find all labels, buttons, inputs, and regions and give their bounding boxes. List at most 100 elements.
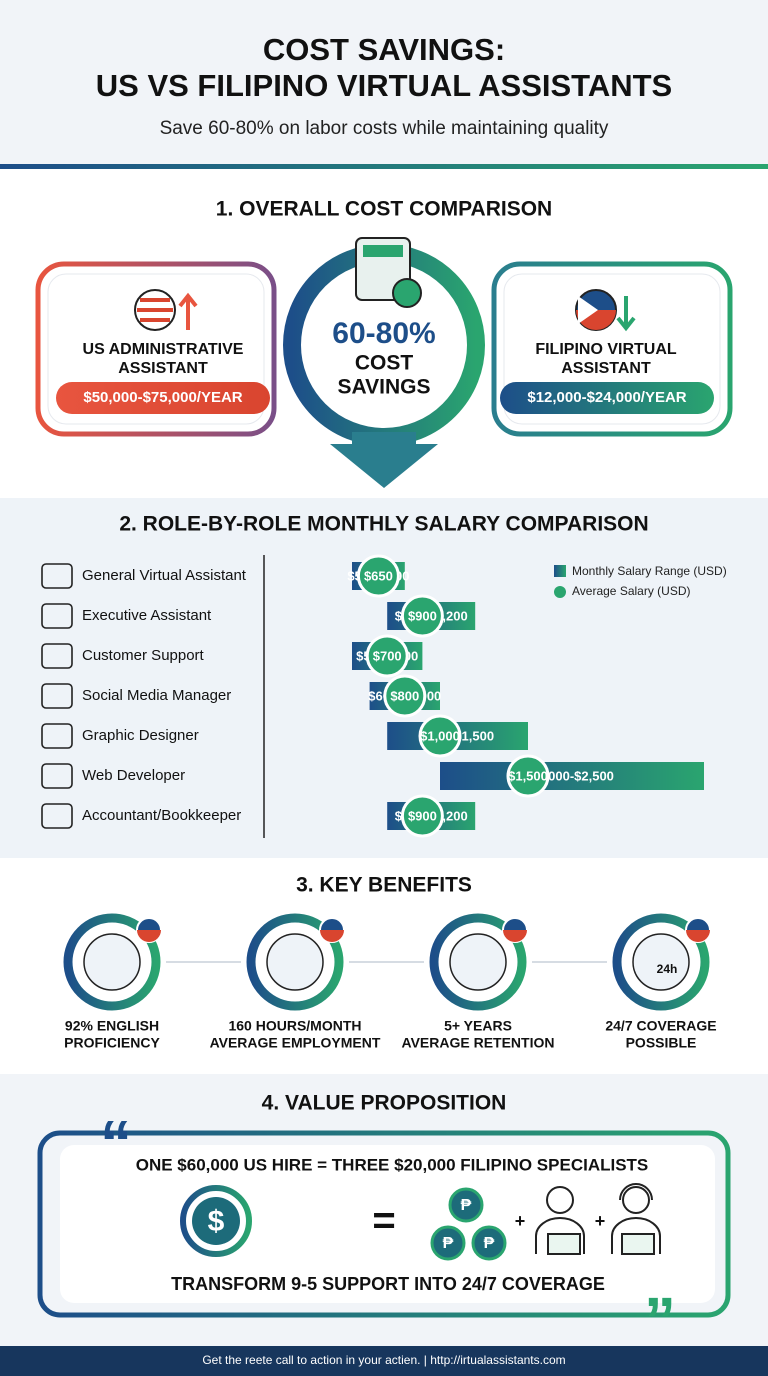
ph-flag-triangle	[578, 296, 598, 324]
ph-label: FILIPINO VIRTUAL	[535, 341, 677, 358]
benefit-icon-bg	[449, 933, 507, 991]
role-label: Customer Support	[82, 647, 205, 664]
average-label: $1,000	[420, 728, 460, 743]
average-marker	[400, 794, 444, 838]
average-label: $900	[408, 808, 437, 823]
legend-swatch	[554, 565, 566, 577]
range-label: $1,000-$2,500	[530, 768, 614, 783]
us-salary-pill	[56, 382, 270, 414]
roles-bg	[0, 498, 768, 858]
plus: +	[515, 1211, 526, 1231]
value-card	[60, 1145, 715, 1303]
down-arrow	[616, 296, 636, 332]
percent-badge	[392, 278, 422, 308]
us-label: US ADMINISTRATIVE	[83, 341, 244, 358]
role-label: Web Developer	[82, 767, 185, 784]
salary-range-bar	[440, 762, 704, 790]
role-label: Social Media Manager	[82, 687, 231, 704]
value-closing: TRANSFORM 9-5 SUPPORT INTO 24/7 COVERAGE	[171, 1274, 605, 1294]
benefit-label: 92% ENGLISH	[65, 1018, 159, 1034]
average-marker	[383, 674, 427, 718]
php-coin	[448, 1187, 484, 1223]
quote-open: “	[100, 1107, 132, 1179]
calculator-screen	[363, 245, 403, 257]
quote-close: ”	[644, 1284, 676, 1356]
usd-symbol: $	[208, 1205, 225, 1238]
benefit-icon-text: 24h	[657, 962, 678, 976]
plus: +	[595, 1211, 606, 1231]
php-coins: ₱ ₱ ₱	[430, 1187, 507, 1261]
average-label: $800	[390, 688, 419, 703]
usd-coin-face	[192, 1197, 240, 1245]
benefit-icon-bg	[266, 933, 324, 991]
php-symbol: ₱	[461, 1197, 472, 1214]
subtitle: Save 60-80% on labor costs while maintai…	[160, 118, 609, 139]
role-label: General Virtual Assistant	[82, 567, 247, 584]
equals: =	[372, 1199, 395, 1243]
flag-badge-red	[686, 930, 710, 942]
title: US VS FILIPINO VIRTUAL ASSISTANTS	[96, 68, 672, 103]
header-bg	[0, 0, 768, 165]
benefit-label: AVERAGE RETENTION	[402, 1035, 555, 1051]
benefit-label: 24/7 COVERAGE	[605, 1018, 716, 1034]
php-symbol: ₱	[443, 1235, 454, 1252]
benefit-label: 160 HOURS/MONTH	[228, 1018, 361, 1034]
support-icon	[611, 1183, 661, 1255]
savings-text: COST	[355, 352, 414, 375]
average-marker	[506, 754, 550, 798]
benefit-icon-bg	[632, 933, 690, 991]
role-icon	[41, 563, 73, 589]
section-heading: 4. VALUE PROPOSITION	[262, 1092, 507, 1115]
average-label: $700	[373, 648, 402, 663]
benefit-label: PROFICIENCY	[64, 1035, 160, 1051]
us-card-border	[35, 261, 277, 437]
section-heading: 1. OVERALL COST COMPARISON	[216, 198, 552, 221]
us-label: ASSISTANT	[118, 360, 208, 377]
average-marker	[400, 594, 444, 638]
us-salary: $50,000-$75,000/YEAR	[83, 389, 242, 406]
benefit-label: AVERAGE EMPLOYMENT	[210, 1035, 381, 1051]
benefit-icon-bg	[83, 933, 141, 991]
benefit-label: POSSIBLE	[626, 1035, 697, 1051]
average-marker	[356, 554, 400, 598]
footer-bg	[0, 1346, 768, 1376]
flag-badge-red	[320, 930, 344, 942]
role-icon	[41, 803, 73, 829]
value-frame	[37, 1130, 731, 1318]
savings-arrow	[330, 432, 438, 488]
section-heading: 2. ROLE-BY-ROLE MONTHLY SALARY COMPARISO…	[119, 513, 648, 536]
footer-text: Get the reete call to action in your act…	[202, 1353, 565, 1367]
flag-badge-red	[137, 930, 161, 942]
role-icon	[41, 683, 73, 709]
legend-swatch	[554, 586, 566, 598]
developer-icon	[535, 1186, 585, 1255]
roles-chart: General Virtual Assistant$500-$800$650Ex…	[41, 554, 704, 838]
section-heading: 3. KEY BENEFITS	[296, 874, 472, 897]
average-marker	[365, 634, 409, 678]
divider	[0, 164, 768, 169]
title: COST SAVINGS:	[263, 32, 505, 67]
legend-label: Monthly Salary Range (USD)	[572, 564, 727, 578]
average-label: $900	[408, 608, 437, 623]
role-icon	[41, 643, 73, 669]
php-symbol: ₱	[484, 1235, 495, 1252]
role-icon	[41, 603, 73, 629]
php-coin	[430, 1225, 466, 1261]
average-label: $650	[364, 568, 393, 583]
up-arrow	[178, 292, 198, 330]
savings-text: SAVINGS	[338, 376, 431, 399]
ph-salary: $12,000-$24,000/YEAR	[527, 389, 686, 406]
role-icon	[41, 723, 73, 749]
role-label: Graphic Designer	[82, 727, 199, 744]
savings-figure: 60-80%	[332, 317, 435, 350]
role-label: Accountant/Bookkeeper	[82, 807, 241, 824]
role-icon	[41, 763, 73, 789]
role-label: Executive Assistant	[82, 607, 212, 624]
average-marker	[418, 714, 462, 758]
value-statement: ONE $60,000 US HIRE = THREE $20,000 FILI…	[136, 1155, 649, 1174]
average-label: $1,500	[508, 768, 548, 783]
legend-label: Average Salary (USD)	[572, 584, 691, 598]
